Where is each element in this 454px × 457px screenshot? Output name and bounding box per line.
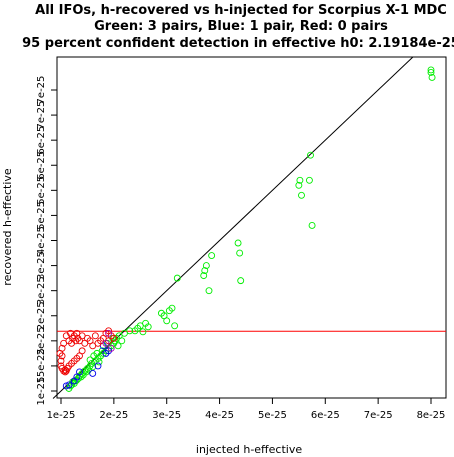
y-tick-label: 3e-25 <box>36 251 47 280</box>
chart-subtitle: Green: 3 pairs, Blue: 1 pair, Red: 0 pai… <box>94 19 388 34</box>
data-point <box>126 327 134 335</box>
y-tick-label: 6e-25 <box>36 126 47 155</box>
data-point <box>89 363 97 371</box>
data-point <box>295 181 303 189</box>
x-tick-label: 2e-25 <box>99 410 128 421</box>
plot-frame <box>56 56 447 399</box>
data-point <box>58 344 66 352</box>
data-point <box>94 362 102 370</box>
data-point <box>65 381 73 389</box>
x-tick-label: 1e-25 <box>47 410 76 421</box>
data-point <box>77 373 85 381</box>
data-point <box>114 342 122 350</box>
data-point <box>427 68 435 76</box>
data-point <box>76 368 83 376</box>
y-tick-label: 7e-25 <box>36 101 47 130</box>
data-point <box>427 66 435 74</box>
data-point <box>118 337 126 345</box>
y-tick-label: 7e-25 <box>36 76 47 105</box>
x-tick-label: 5e-25 <box>258 410 287 421</box>
data-point <box>202 262 210 270</box>
y-tick-label: 15e-25 <box>36 348 47 383</box>
y-tick-label: 5e-25 <box>36 176 47 205</box>
y-tick-label: 2e-25 <box>36 301 47 330</box>
y-tick-label: 3e-25 <box>36 276 47 305</box>
data-point <box>86 356 94 364</box>
data-point <box>205 287 213 295</box>
y-tick-label: 4e-25 <box>36 226 47 255</box>
data-point <box>307 151 314 159</box>
y-axis-label: recovered h-effective <box>1 168 14 286</box>
chart-subtitle-2: 95 percent confident detection in effect… <box>22 36 454 51</box>
data-point <box>208 252 216 260</box>
data-point <box>305 176 313 184</box>
x-tick-label: 6e-25 <box>311 410 340 421</box>
x-tick-label: 8e-25 <box>417 410 446 421</box>
data-point <box>236 249 244 257</box>
data-point <box>163 317 171 325</box>
data-point <box>78 347 86 355</box>
diagonal-line <box>52 56 414 399</box>
x-tick-label: 4e-25 <box>205 410 234 421</box>
data-point <box>144 323 152 331</box>
x-axis-label: injected h-effective <box>196 443 302 456</box>
data-point <box>89 369 97 377</box>
y-tick-label: 5e-25 <box>36 201 47 230</box>
data-point <box>57 357 65 365</box>
data-point <box>105 329 113 337</box>
data-point <box>298 191 305 199</box>
x-tick-label: 3e-25 <box>152 410 181 421</box>
data-point <box>173 274 181 282</box>
data-point <box>61 366 69 374</box>
y-tick-label: 2e-25 <box>36 326 47 355</box>
data-point <box>237 277 245 285</box>
data-point <box>139 328 147 336</box>
data-point <box>58 352 66 360</box>
data-point <box>296 176 304 184</box>
data-point <box>428 74 436 81</box>
data-point <box>82 368 90 376</box>
data-point <box>107 344 115 352</box>
data-point <box>102 339 110 347</box>
x-tick-label: 7e-25 <box>364 410 393 421</box>
x-axis: 1e-25 2e-25 3e-25 4e-25 5e-25 6e-25 7e-25 8e-25 <box>47 398 446 421</box>
data-points <box>56 66 436 392</box>
data-point <box>91 332 99 340</box>
chart-title: All IFOs, h-recovered vs h-injected for … <box>35 3 447 18</box>
y-tick-label: 6e-25 <box>36 151 47 180</box>
data-point <box>308 221 316 229</box>
y-tick-label: 1e-25 <box>36 377 47 406</box>
reference-lines <box>52 56 446 399</box>
data-point <box>110 334 118 342</box>
data-point <box>200 272 208 280</box>
y-axis: 1e-2515e-252e-252e-253e-253e-254e-255e-2… <box>36 76 57 406</box>
data-point <box>171 322 179 330</box>
data-point <box>61 368 69 376</box>
data-point <box>201 267 209 275</box>
data-point <box>234 239 242 247</box>
data-point <box>95 358 103 366</box>
data-point <box>168 304 176 312</box>
